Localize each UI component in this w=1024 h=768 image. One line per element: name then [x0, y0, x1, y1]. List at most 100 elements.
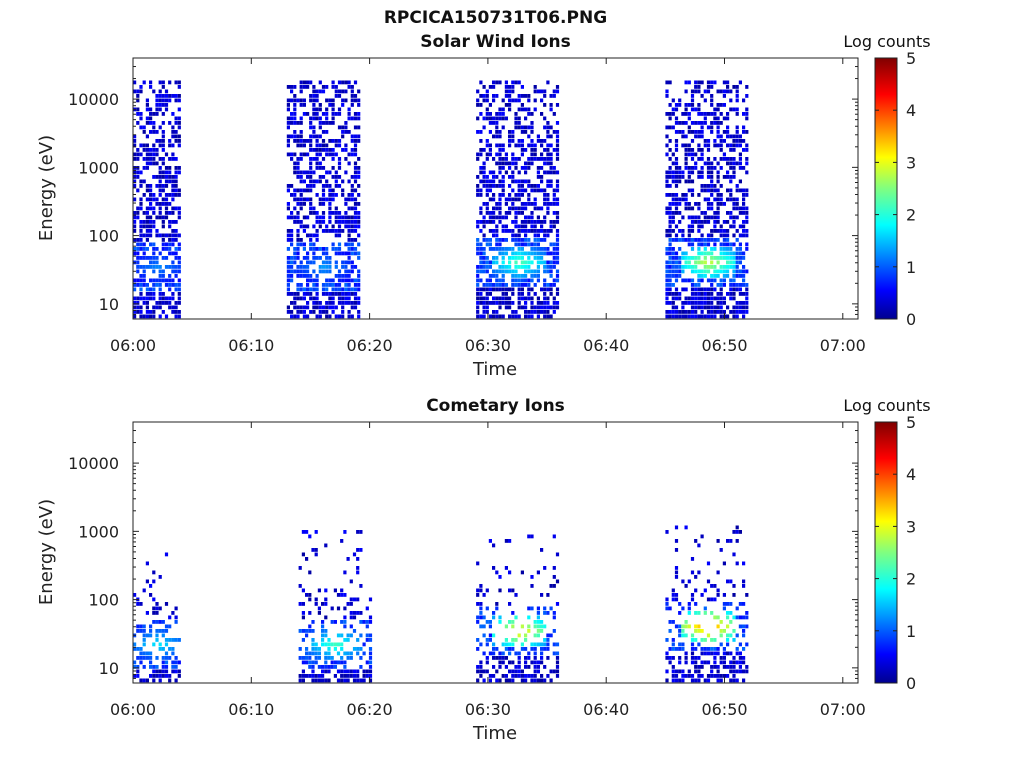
heatmap-cell — [139, 656, 143, 660]
heatmap-cell — [729, 247, 733, 251]
heatmap-cell — [710, 265, 714, 269]
heatmap-cell — [136, 305, 140, 310]
heatmap-cell — [732, 292, 736, 296]
heatmap-cell — [735, 125, 739, 130]
heatmap-cell — [492, 211, 496, 215]
heatmap-cell — [504, 224, 508, 229]
heatmap-cell — [690, 170, 695, 175]
heatmap-cell — [286, 269, 290, 274]
heatmap-cell — [302, 310, 306, 314]
heatmap-cell — [530, 220, 534, 224]
heatmap-cell — [171, 611, 175, 615]
heatmap-cell — [552, 283, 556, 287]
heatmap-cell — [168, 211, 172, 215]
heatmap-cell — [357, 139, 361, 143]
heatmap-cell — [543, 188, 547, 193]
heatmap-cell — [482, 233, 486, 238]
heatmap-cell — [286, 206, 290, 211]
heatmap-cell — [514, 278, 518, 283]
heatmap-cell — [713, 112, 717, 116]
heatmap-cell — [735, 134, 739, 139]
heatmap-cell — [700, 211, 704, 215]
heatmap-cell — [504, 157, 508, 161]
heatmap-cell — [308, 593, 312, 597]
heatmap-cell — [543, 611, 547, 615]
heatmap-cell — [694, 301, 698, 305]
heatmap-cell — [726, 157, 730, 161]
heatmap-cell — [504, 238, 508, 242]
heatmap-cell — [312, 134, 316, 139]
heatmap-cell — [555, 260, 560, 265]
heatmap-cell — [293, 301, 297, 305]
heatmap-cell — [713, 242, 717, 247]
heatmap-cell — [359, 647, 363, 651]
heatmap-cell — [334, 94, 338, 98]
heatmap-cell — [511, 197, 515, 202]
heatmap-cell — [735, 530, 739, 534]
heatmap-cell — [174, 314, 178, 319]
heatmap-cell — [315, 211, 319, 215]
heatmap-cell — [511, 283, 515, 287]
heatmap-cell — [706, 184, 711, 188]
heatmap-cell — [290, 242, 294, 247]
heatmap-cell — [164, 175, 169, 179]
heatmap-cell — [700, 152, 704, 157]
heatmap-cell — [298, 584, 302, 588]
heatmap-cell — [142, 301, 146, 305]
heatmap-cell — [152, 296, 156, 301]
heatmap-cell — [290, 260, 294, 265]
heatmap-cell — [703, 161, 707, 166]
heatmap-cell — [703, 301, 707, 305]
heatmap-cell — [498, 287, 502, 292]
heatmap-cell — [343, 624, 347, 629]
heatmap-cell — [346, 669, 350, 674]
heatmap-cell — [482, 238, 486, 242]
heatmap-cell — [540, 179, 544, 184]
heatmap-cell — [713, 287, 717, 292]
heatmap-cell — [555, 674, 560, 678]
y-tick-label: 10 — [99, 295, 119, 314]
heatmap-cell — [136, 112, 140, 116]
heatmap-cell — [719, 656, 723, 660]
heatmap-cell — [527, 166, 531, 170]
heatmap-cell — [738, 134, 742, 139]
heatmap-cell — [485, 638, 489, 642]
heatmap-cell — [527, 179, 531, 184]
heatmap-cell — [710, 638, 714, 642]
heatmap-cell — [732, 251, 736, 256]
heatmap-cell — [722, 251, 726, 256]
heatmap-cell — [328, 184, 332, 188]
heatmap-cell — [687, 148, 691, 152]
heatmap-cell — [301, 629, 305, 633]
heatmap-cell — [706, 166, 711, 170]
heatmap-cell — [347, 152, 351, 157]
heatmap-cell — [719, 287, 723, 292]
heatmap-cell — [546, 296, 550, 301]
heatmap-cell — [350, 292, 354, 296]
heatmap-cell — [517, 301, 521, 305]
heatmap-cell — [344, 283, 348, 287]
heatmap-cell — [488, 103, 492, 107]
heatmap-cell — [298, 566, 302, 570]
heatmap-cell — [171, 175, 175, 179]
heatmap-cell — [495, 175, 499, 179]
heatmap-cell — [161, 215, 165, 220]
heatmap-cell — [732, 584, 736, 588]
heatmap-cell — [716, 206, 720, 211]
heatmap-cell — [142, 80, 146, 85]
heatmap-cell — [498, 215, 502, 220]
heatmap-cell — [158, 107, 162, 112]
heatmap-cell — [321, 184, 326, 188]
heatmap-cell — [697, 678, 701, 683]
heatmap-cell — [142, 656, 146, 660]
heatmap-cell — [296, 211, 300, 215]
heatmap-cell — [161, 188, 165, 193]
heatmap-cell — [145, 197, 149, 202]
heatmap-cell — [719, 157, 723, 161]
heatmap-cell — [488, 179, 492, 184]
heatmap-cell — [703, 211, 707, 215]
heatmap-cell — [694, 134, 698, 139]
heatmap-cell — [511, 638, 515, 642]
heatmap-cell — [520, 283, 524, 287]
heatmap-cell — [476, 184, 480, 188]
